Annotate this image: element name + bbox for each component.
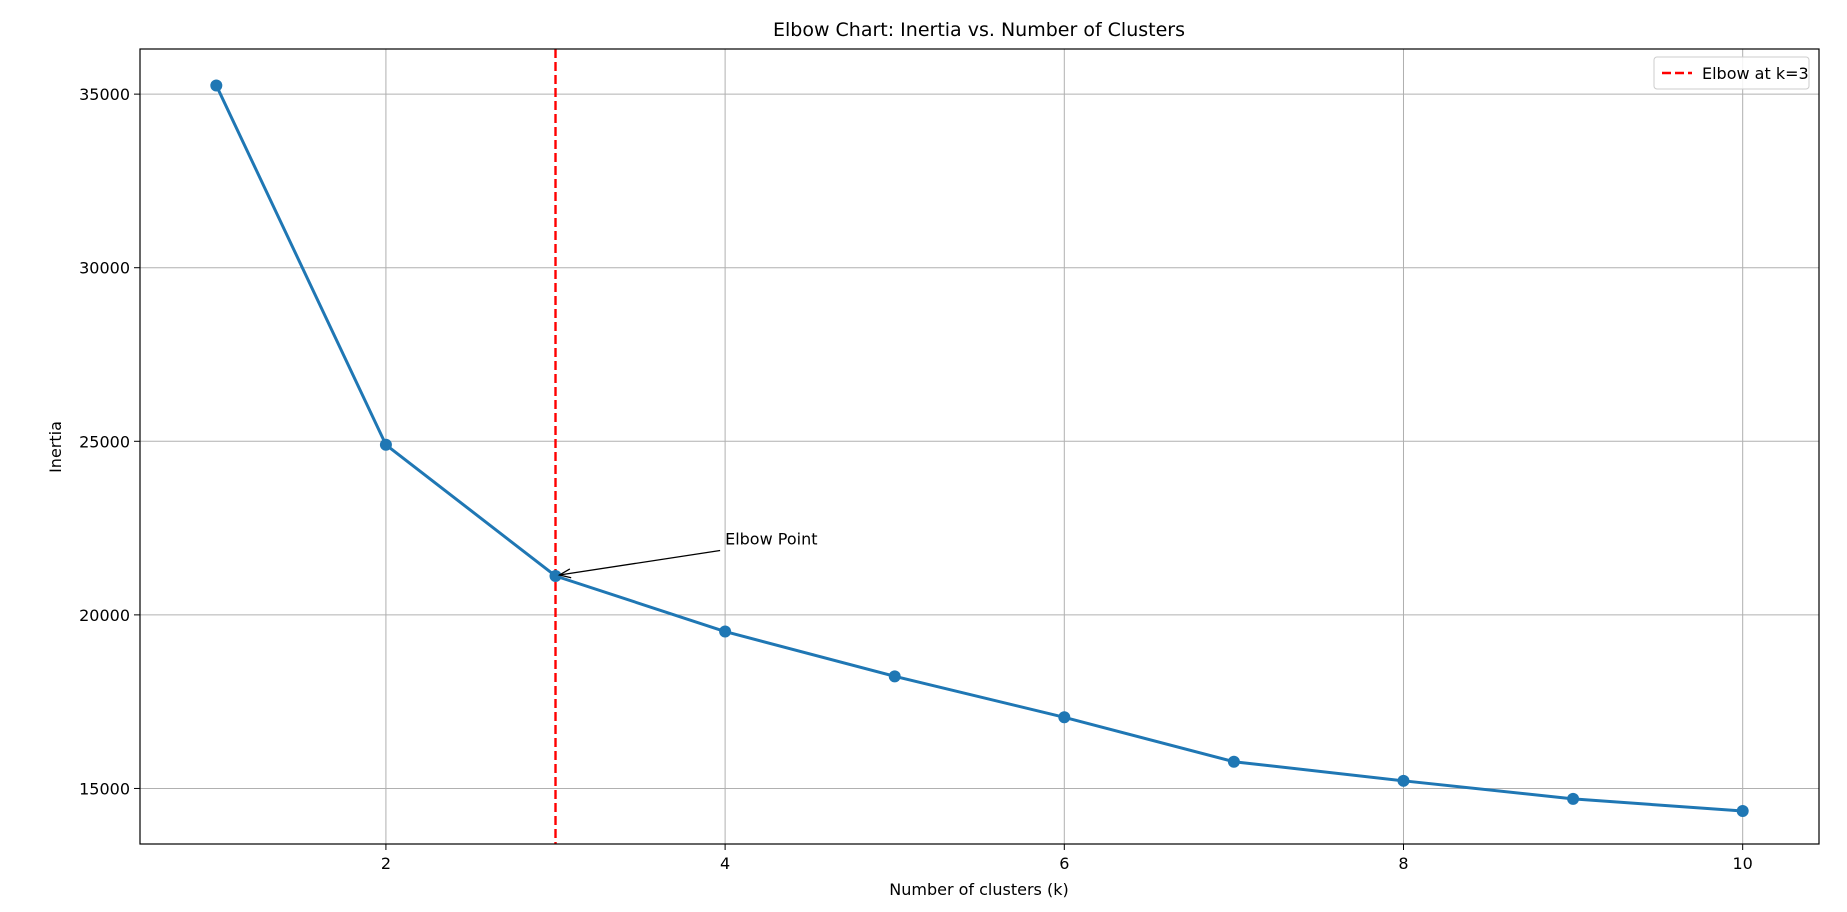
- data-point: [210, 79, 223, 92]
- chart-title: Elbow Chart: Inertia vs. Number of Clust…: [773, 19, 1185, 41]
- x-tick-label: 4: [720, 854, 730, 873]
- data-point: [719, 625, 732, 638]
- x-tick-label: 8: [1398, 854, 1408, 873]
- annotation-arrow-line: [559, 549, 721, 576]
- y-tick-label: 15000: [79, 779, 130, 798]
- x-axis-ticks: 2 4 6 8 10: [381, 844, 1753, 873]
- data-point: [1567, 792, 1580, 805]
- annotation-arrowhead: [557, 568, 572, 579]
- legend-label: Elbow at k=3: [1702, 64, 1809, 83]
- y-tick-label: 30000: [79, 259, 130, 278]
- data-point: [1058, 711, 1071, 724]
- data-point: [1397, 774, 1410, 787]
- x-tick-label: 6: [1059, 854, 1069, 873]
- series-group: [210, 79, 1749, 818]
- y-axis-label: Inertia: [46, 421, 65, 473]
- data-point: [1227, 755, 1240, 768]
- y-axis-ticks: 15000 20000 25000 30000 35000: [79, 85, 140, 798]
- y-tick-label: 35000: [79, 85, 130, 104]
- y-tick-label: 20000: [79, 606, 130, 625]
- data-point: [549, 569, 562, 582]
- plot-frame: [139, 48, 1820, 845]
- annotation-label: Elbow Point: [725, 529, 817, 548]
- data-point: [379, 438, 392, 451]
- legend: Elbow at k=3: [1653, 56, 1810, 90]
- data-point: [888, 670, 901, 683]
- x-tick-label: 2: [381, 854, 391, 873]
- y-tick-label: 25000: [79, 432, 130, 451]
- annotation-group: Elbow Point: [557, 529, 818, 579]
- inertia-line: [214, 84, 1743, 813]
- legend-box: [1653, 56, 1810, 90]
- data-point: [1736, 805, 1749, 818]
- x-axis-label: Number of clusters (k): [889, 880, 1068, 899]
- x-tick-label: 10: [1733, 854, 1753, 873]
- grid-lines: [140, 49, 1819, 844]
